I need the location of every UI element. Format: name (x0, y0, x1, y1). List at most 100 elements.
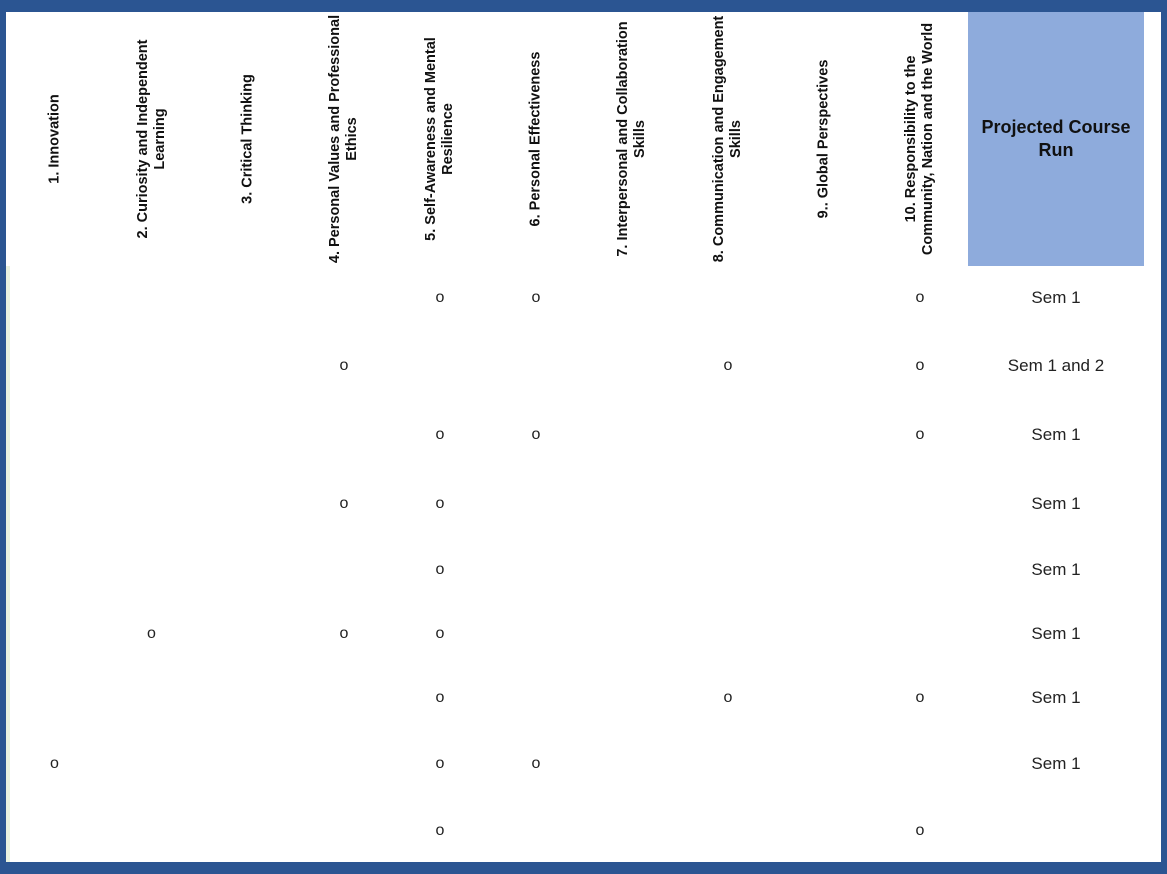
table-row: o o Sem 1 (6, 468, 1161, 540)
mapping-mark: o (915, 425, 925, 443)
table-row: o o o Sem 1 (6, 401, 1161, 468)
mapping-mark: o (531, 425, 541, 443)
table-body: o o o Sem 1 o o o Sem 1 and 2 o o o Sem 1 o o Sem 1 o Se… (6, 266, 1161, 862)
mapping-mark: o (339, 495, 349, 512)
empty-cell (872, 728, 968, 799)
empty-cell (584, 540, 680, 600)
table-row: o o o Sem 1 (6, 728, 1161, 799)
mapping-mark: o (339, 356, 349, 374)
empty-cell (488, 468, 584, 540)
mapping-mark: o (50, 754, 59, 772)
empty-cell (680, 401, 776, 468)
column-header-3: 3. Critical Thinking (200, 12, 296, 266)
column-header-9: 9.. Global Perspectives (776, 12, 872, 266)
table-row: o o o Sem 1 and 2 (6, 330, 1161, 401)
empty-cell (296, 668, 392, 728)
empty-cell (200, 668, 296, 728)
column-header-7: 7. Interpersonal and Collaboration Skill… (584, 12, 680, 266)
column-header-2: 2. Curiosity and Independent Learning (103, 12, 200, 266)
empty-cell (680, 799, 776, 862)
course-run-cell: Sem 1 and 2 (1007, 355, 1105, 375)
empty-cell (200, 540, 296, 600)
empty-cell (584, 330, 680, 401)
empty-cell (200, 266, 296, 330)
course-run-cell: Sem 1 (1031, 424, 1081, 444)
empty-cell (103, 668, 200, 728)
mapping-mark: o (531, 754, 541, 772)
empty-cell (872, 468, 968, 540)
table-row: o o o Sem 1 (6, 668, 1161, 728)
empty-cell (776, 266, 872, 330)
empty-cell (488, 540, 584, 600)
competency-table: 1. Innovation 2. Curiosity and Independen… (6, 12, 1161, 862)
empty-cell (6, 799, 103, 862)
table-row: o o o Sem 1 (6, 600, 1161, 668)
empty-cell (776, 600, 872, 668)
column-header-label: 1. Innovation (46, 94, 62, 184)
column-header-label: 3. Critical Thinking (239, 74, 256, 204)
empty-cell (680, 728, 776, 799)
mapping-mark: o (723, 356, 733, 374)
empty-cell (6, 668, 103, 728)
column-header-label: 5. Self-Awareness and Mental Resilience (423, 37, 456, 241)
left-border (6, 266, 10, 862)
empty-cell (296, 728, 392, 799)
empty-cell (103, 468, 200, 540)
empty-cell (200, 799, 296, 862)
empty-cell (6, 330, 103, 401)
empty-cell (584, 266, 680, 330)
mapping-mark: o (723, 689, 733, 706)
course-run-cell: Sem 1 (1031, 494, 1081, 513)
empty-cell (103, 540, 200, 600)
course-run-cell: Sem 1 (1031, 753, 1081, 773)
empty-cell (6, 401, 103, 468)
empty-cell (200, 401, 296, 468)
empty-cell (680, 540, 776, 600)
mapping-mark: o (915, 689, 925, 706)
header-row: 1. Innovation 2. Curiosity and Independen… (6, 12, 1161, 266)
column-header-5: 5. Self-Awareness and Mental Resilience (392, 12, 488, 266)
mapping-mark: o (435, 689, 445, 706)
mapping-mark: o (435, 754, 445, 772)
empty-cell (776, 540, 872, 600)
empty-cell (6, 540, 103, 600)
empty-cell (680, 266, 776, 330)
empty-cell (680, 600, 776, 668)
column-header-4: 4. Personal Values and Professional Ethi… (296, 12, 392, 266)
empty-cell (872, 600, 968, 668)
column-header-label: 10. Responsibility to the Community, Nat… (903, 22, 936, 256)
empty-cell (776, 799, 872, 862)
empty-cell (584, 468, 680, 540)
mapping-mark: o (915, 289, 925, 306)
mapping-mark: o (435, 495, 445, 512)
empty-cell (392, 330, 488, 401)
column-header-label: 4. Personal Values and Professional Ethi… (327, 14, 360, 264)
column-header-6: 6. Personal Effectiveness (488, 12, 584, 266)
mapping-mark: o (435, 425, 445, 443)
empty-cell (584, 799, 680, 862)
column-header-label: 2. Curiosity and Independent Learning (134, 39, 168, 239)
empty-cell (488, 799, 584, 862)
course-run-cell: Sem 1 (1031, 624, 1081, 643)
mapping-mark: o (435, 289, 445, 306)
empty-cell (103, 266, 200, 330)
course-run-cell: Sem 1 (1031, 560, 1081, 579)
table-row: o Sem 1 (6, 540, 1161, 600)
empty-cell (200, 468, 296, 540)
empty-cell (584, 401, 680, 468)
mapping-mark: o (147, 625, 156, 642)
empty-cell (776, 728, 872, 799)
empty-cell (200, 330, 296, 401)
mapping-mark: o (915, 356, 925, 374)
empty-cell (584, 668, 680, 728)
empty-cell (488, 668, 584, 728)
course-run-cell (968, 799, 1144, 862)
mapping-mark: o (915, 821, 925, 839)
column-header-10: 10. Responsibility to the Community, Nat… (872, 12, 968, 266)
table-row: o o o Sem 1 (6, 266, 1161, 330)
empty-cell (584, 728, 680, 799)
empty-cell (296, 401, 392, 468)
empty-cell (776, 468, 872, 540)
empty-cell (103, 799, 200, 862)
